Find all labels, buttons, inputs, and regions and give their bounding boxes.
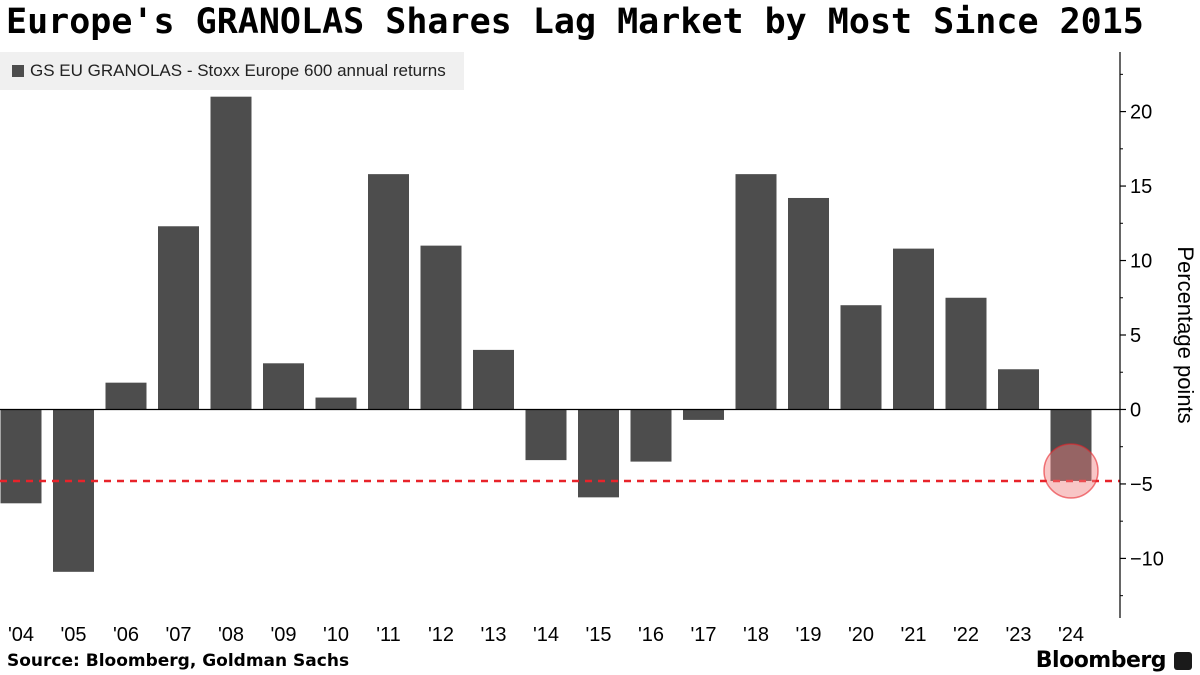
bar-15: [578, 409, 619, 498]
x-tick-label: '15: [585, 624, 611, 646]
x-axis: '04 '05 '06 '07 '08 '09 '10 '11 '12 '13 '14 '15 '16 '…: [0, 408, 1120, 646]
x-tick-label: '19: [795, 624, 821, 646]
bar-06: [105, 382, 147, 410]
bar-11: [368, 174, 409, 410]
x-tick-label: '10: [323, 624, 349, 646]
x-tick-label: '22: [953, 624, 979, 646]
x-tick-label: '07: [165, 624, 191, 646]
bar-21: [893, 248, 934, 410]
source-note: Source: Bloomberg, Goldman Sachs: [7, 651, 350, 671]
legend-swatch: [12, 65, 24, 77]
x-tick-label: '20: [848, 624, 874, 646]
bar-19: [788, 197, 829, 410]
bar-17: [683, 409, 724, 420]
y-axis-label: Percentage points: [1173, 246, 1198, 423]
bar-14: [525, 409, 567, 461]
reference-line-group: [0, 443, 1120, 499]
bar-23: [998, 369, 1039, 410]
y-tick-label: −5: [1130, 474, 1153, 496]
bar-22: [945, 297, 987, 410]
x-tick-label: '13: [480, 624, 506, 646]
legend: GS EU GRANOLAS - Stoxx Europe 600 annual…: [0, 52, 464, 90]
y-axis: −10 −5 0 5 10 15 20: [1119, 52, 1164, 618]
x-tick-label: '11: [376, 624, 401, 646]
x-tick-label: '21: [900, 624, 926, 646]
x-tick-label: '06: [113, 624, 139, 646]
y-tick-label: 5: [1130, 325, 1141, 347]
x-tick-label: '18: [743, 624, 769, 646]
x-tick-label: '04: [8, 624, 34, 646]
highlight-circle: [1043, 443, 1099, 499]
bar-18: [735, 174, 777, 410]
x-tick-label: '09: [270, 624, 296, 646]
x-tick-label: '14: [533, 624, 559, 646]
legend-label: GS EU GRANOLAS - Stoxx Europe 600 annual…: [30, 61, 446, 80]
y-tick-label: 0: [1130, 399, 1141, 421]
bar-08: [210, 96, 252, 410]
x-tick-label: '17: [690, 624, 716, 646]
bloomberg-icon: [1174, 652, 1192, 670]
bar-16: [630, 409, 672, 462]
brand-logo-text: Bloomberg: [1035, 648, 1167, 673]
x-tick-label: '12: [428, 624, 454, 646]
y-tick-label: −10: [1130, 548, 1164, 570]
x-tick-label: '05: [60, 624, 86, 646]
bar-05: [53, 409, 94, 572]
y-tick-label: 15: [1130, 176, 1152, 198]
bar-10: [315, 397, 357, 410]
y-tick-label: 20: [1130, 102, 1152, 124]
x-tick-label: '24: [1058, 624, 1084, 646]
bars-group: [0, 96, 1092, 572]
bar-09: [263, 363, 304, 410]
bar-07: [158, 226, 199, 410]
y-tick-label: 10: [1130, 251, 1152, 273]
x-tick-label: '16: [638, 624, 664, 646]
bar-12: [420, 245, 462, 410]
x-tick-label: '23: [1005, 624, 1031, 646]
chart-title: Europe's GRANOLAS Shares Lag Market by M…: [6, 2, 1144, 42]
bar-13: [473, 349, 514, 410]
bar-24: [1050, 409, 1092, 481]
bar-04: [0, 409, 42, 504]
x-tick-label: '08: [218, 624, 244, 646]
bar-20: [840, 305, 882, 410]
